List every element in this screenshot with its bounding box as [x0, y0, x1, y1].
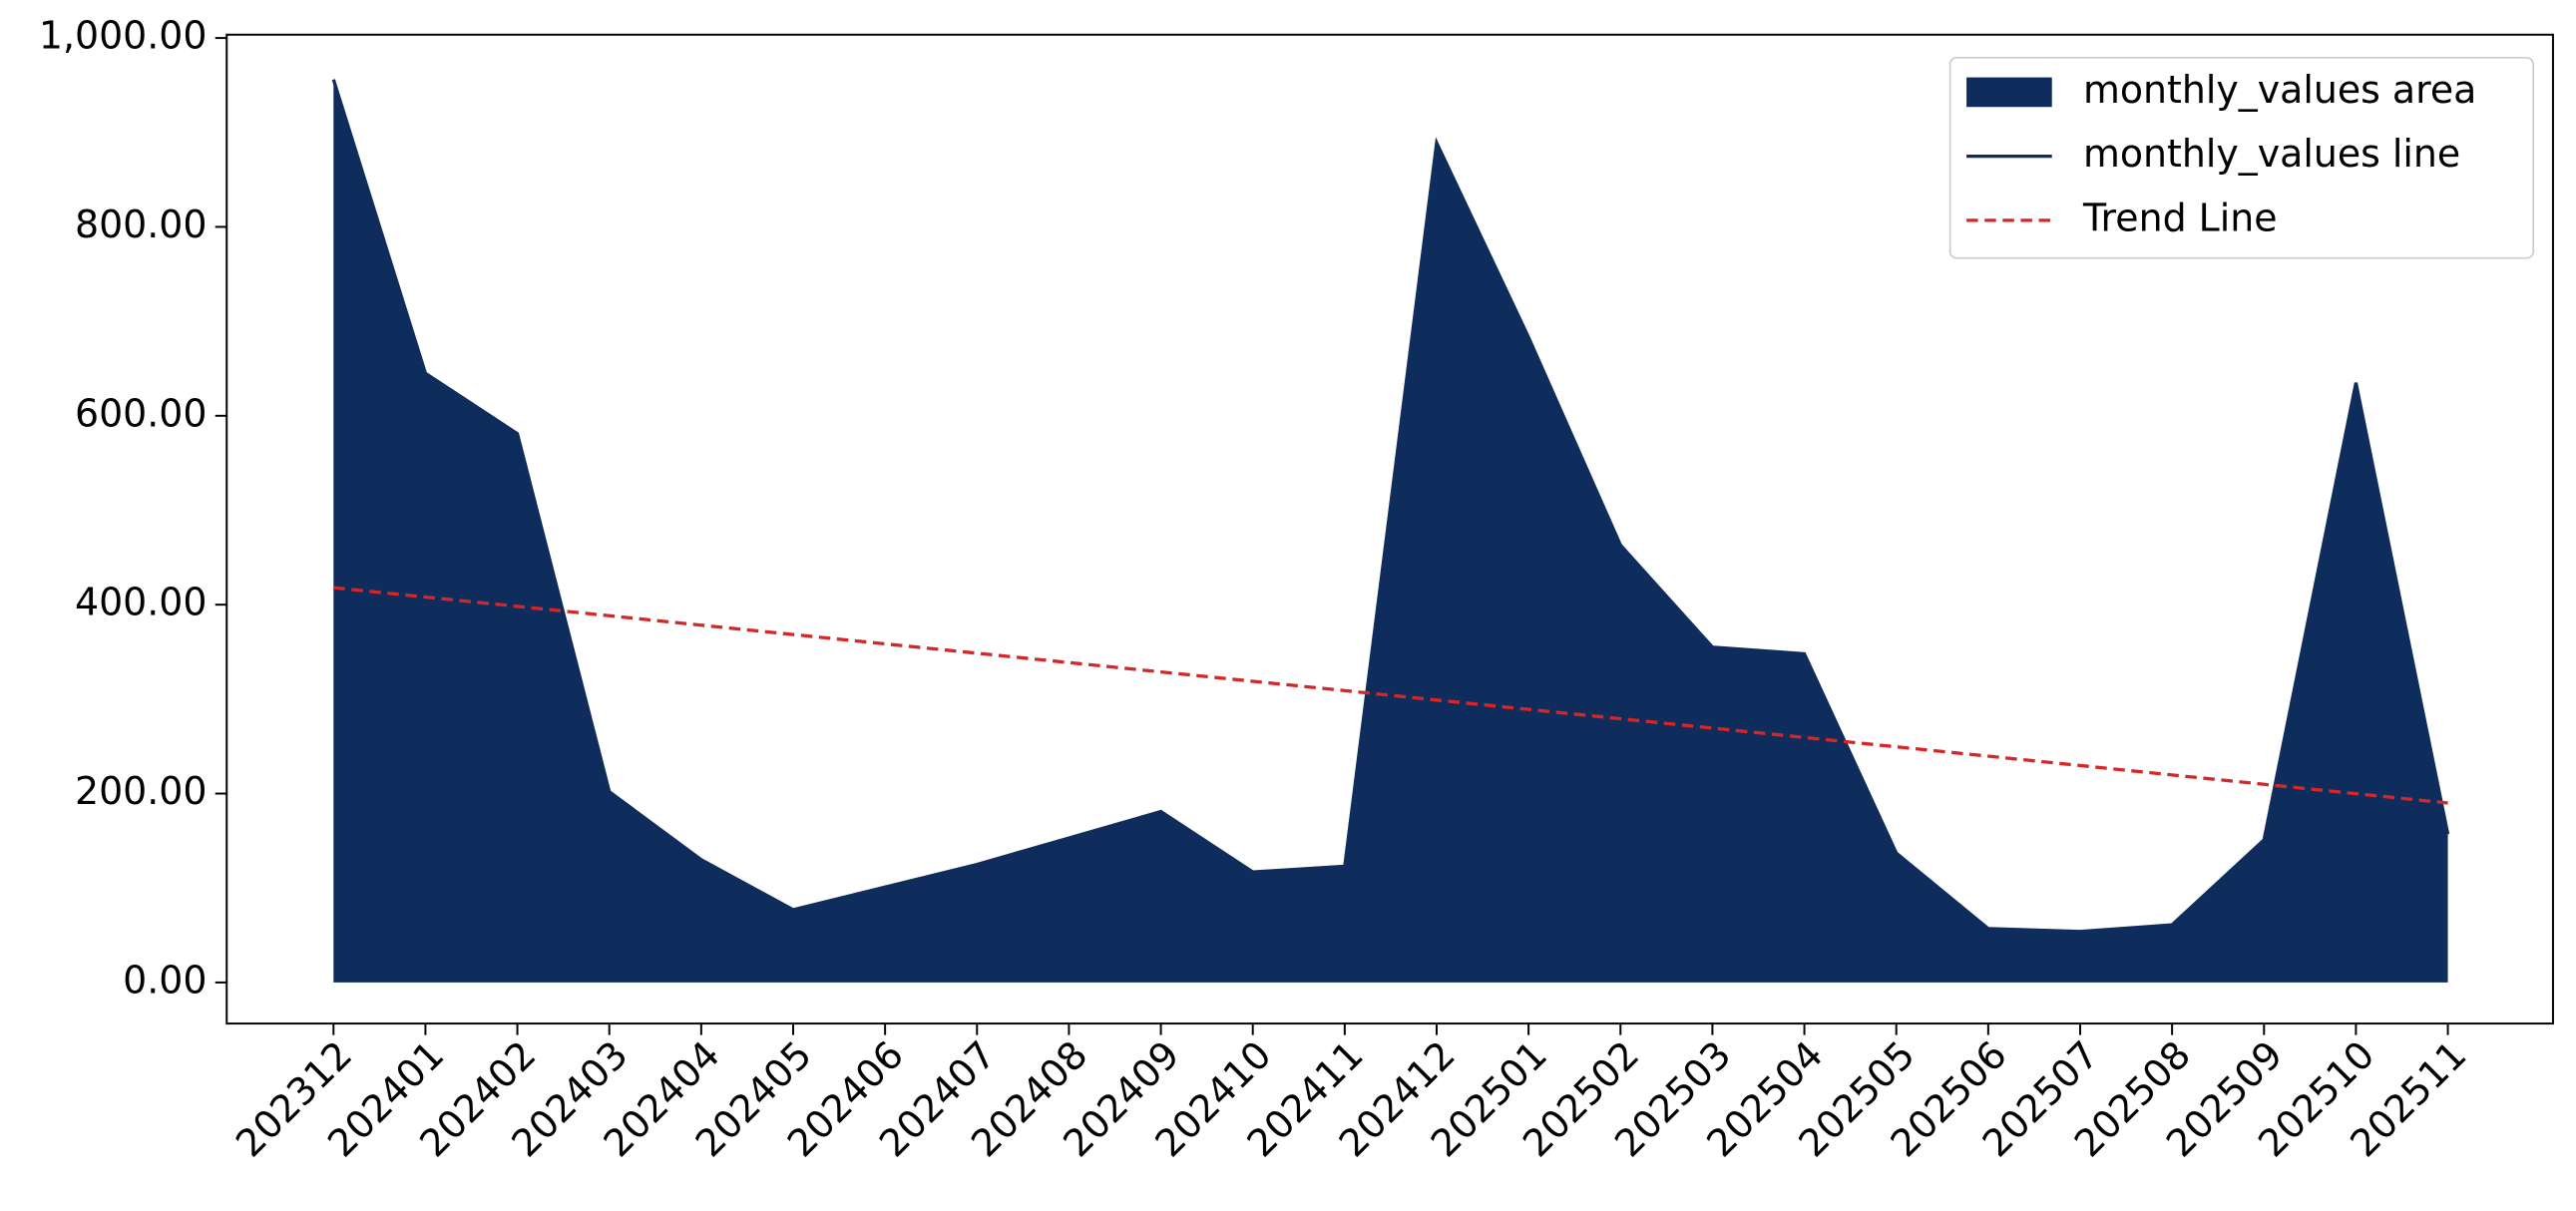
y-tick-label: 200.00 [75, 769, 207, 813]
y-tick-label: 800.00 [75, 202, 207, 246]
y-tick-label: 1,000.00 [39, 14, 208, 58]
line [331, 79, 2450, 934]
legend-label: monthly_values area [2083, 68, 2476, 112]
trend-line [333, 586, 2448, 805]
legend: monthly_values area monthly_values line Tr… [1948, 57, 2535, 259]
legend-label: Trend Line [2082, 196, 2278, 239]
area [333, 79, 2448, 983]
legend-frame [1948, 57, 2535, 259]
y-tick-label: 400.00 [75, 581, 207, 624]
plot-frame [225, 33, 2554, 1025]
y-tick-label: 0.00 [123, 958, 207, 1002]
legend-swatch [1966, 77, 2052, 108]
legend-label: monthly_values line [2083, 132, 2460, 176]
y-tick-label: 600.00 [75, 391, 207, 435]
